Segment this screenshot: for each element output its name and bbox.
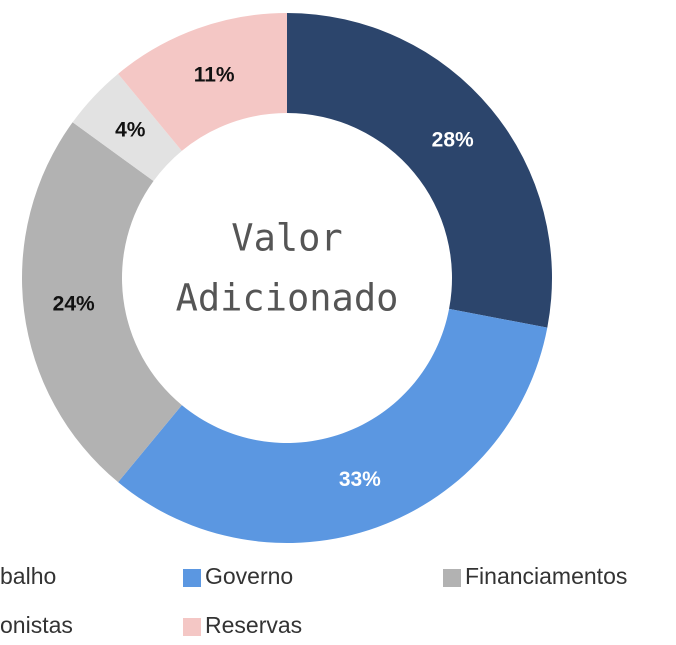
slice-label: 33%	[339, 468, 381, 491]
legend-label: onistas	[0, 612, 73, 638]
slice-label: 11%	[194, 63, 235, 86]
legend-label: Governo	[205, 563, 293, 589]
center-label: Valor	[231, 217, 342, 260]
donut-slice	[118, 308, 548, 543]
legend-swatch	[183, 569, 201, 587]
center-label: Adicionado	[176, 277, 399, 320]
slice-label: 4%	[115, 118, 146, 141]
donut-slice	[118, 13, 287, 151]
donut-slice	[287, 13, 552, 328]
legend-swatch	[183, 618, 201, 636]
donut-slice	[21, 122, 182, 483]
donut-slice	[72, 73, 182, 182]
legend-label: Financiamentos	[465, 563, 627, 589]
legend-label: balho	[0, 563, 56, 589]
slice-label: 24%	[53, 292, 95, 315]
slice-label: 28%	[432, 129, 474, 152]
legend-swatch	[443, 569, 461, 587]
legend-label: Reservas	[205, 612, 302, 638]
